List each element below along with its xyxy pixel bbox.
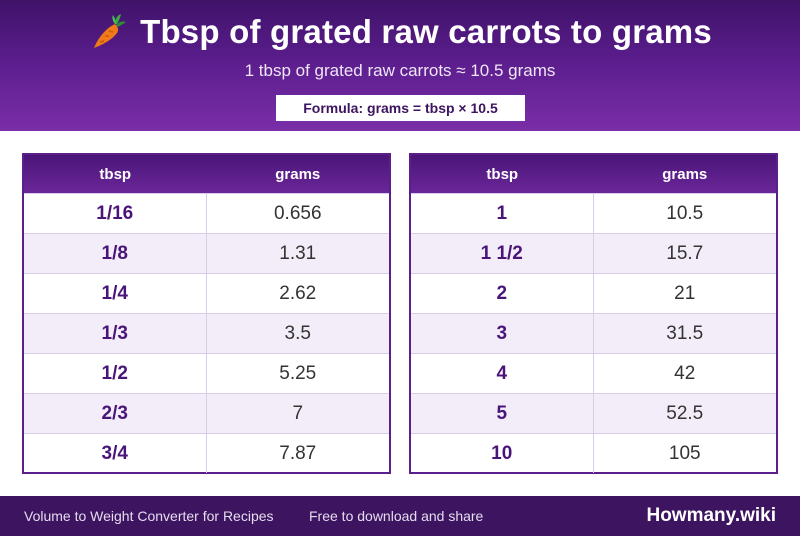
grams-cell: 21 [674,282,696,304]
table-row: 1/8 1.31 [24,233,389,273]
tbsp-cell: 1/16 [24,194,207,233]
grams-cell: 10.5 [666,202,704,224]
table-row: 3 31.5 [411,313,776,353]
grams-cell: 15.7 [666,242,704,264]
column-header-tbsp: tbsp [486,165,519,183]
tbsp-cell: 1 1/2 [411,234,594,273]
table-row: 2/3 7 [24,393,389,433]
table-row: 3/4 7.87 [24,433,389,473]
tbsp-cell: 3 [411,314,594,353]
footer-bar: Volume to Weight Converter for Recipes F… [0,496,800,536]
tbsp-cell: 1/2 [24,354,207,393]
tbsp-cell: 3/4 [24,434,207,473]
conversion-table-right: tbsp grams 1 10.5 1 1/2 15.7 2 21 3 31.5 4 42… [409,153,778,474]
grams-cell: 52.5 [666,402,704,424]
table-header: tbsp grams [411,155,776,193]
brand-logo-text[interactable]: Howmany.wiki [646,505,776,526]
grams-cell: 3.5 [284,322,311,344]
column-header-grams: grams [275,165,321,183]
tbsp-cell: 1 [411,194,594,233]
carrot-icon [88,12,128,52]
column-header-grams: grams [662,165,708,183]
tbsp-cell: 5 [411,394,594,433]
table-header: tbsp grams [24,155,389,193]
grams-cell: 7.87 [279,442,317,464]
tbsp-cell: 2 [411,274,594,313]
formula-badge: Formula: grams = tbsp × 10.5 [276,95,525,121]
table-row: 1/2 5.25 [24,353,389,393]
grams-cell: 31.5 [666,322,704,344]
grams-cell: 105 [668,442,701,464]
footer-description: Volume to Weight Converter for Recipes [24,508,274,524]
table-row: 1 1/2 15.7 [411,233,776,273]
footer-share-note: Free to download and share [309,508,484,524]
tbsp-cell: 10 [411,434,594,473]
tbsp-cell: 1/3 [24,314,207,353]
table-row: 1 10.5 [411,193,776,233]
table-row: 4 42 [411,353,776,393]
page-title: Tbsp of grated raw carrots to grams [140,13,712,50]
header-banner: Tbsp of grated raw carrots to grams 1 tb… [0,0,800,131]
tbsp-cell: 1/4 [24,274,207,313]
subtitle: 1 tbsp of grated raw carrots ≈ 10.5 gram… [244,61,556,80]
column-header-tbsp: tbsp [99,165,132,183]
grams-cell: 42 [674,362,696,384]
table-row: 1/4 2.62 [24,273,389,313]
table-row: 5 52.5 [411,393,776,433]
tbsp-cell: 2/3 [24,394,207,433]
table-row: 10 105 [411,433,776,473]
title-row: Tbsp of grated raw carrots to grams [0,12,800,52]
table-row: 1/16 0.656 [24,193,389,233]
grams-cell: 2.62 [279,282,317,304]
grams-cell: 0.656 [273,202,322,224]
table-row: 1/3 3.5 [24,313,389,353]
conversion-table-left: tbsp grams 1/16 0.656 1/8 1.31 1/4 2.62 1/3… [22,153,391,474]
table-row: 2 21 [411,273,776,313]
tbsp-cell: 4 [411,354,594,393]
grams-cell: 1.31 [279,242,317,264]
grams-cell: 7 [292,402,304,424]
tbsp-cell: 1/8 [24,234,207,273]
grams-cell: 5.25 [279,362,317,384]
